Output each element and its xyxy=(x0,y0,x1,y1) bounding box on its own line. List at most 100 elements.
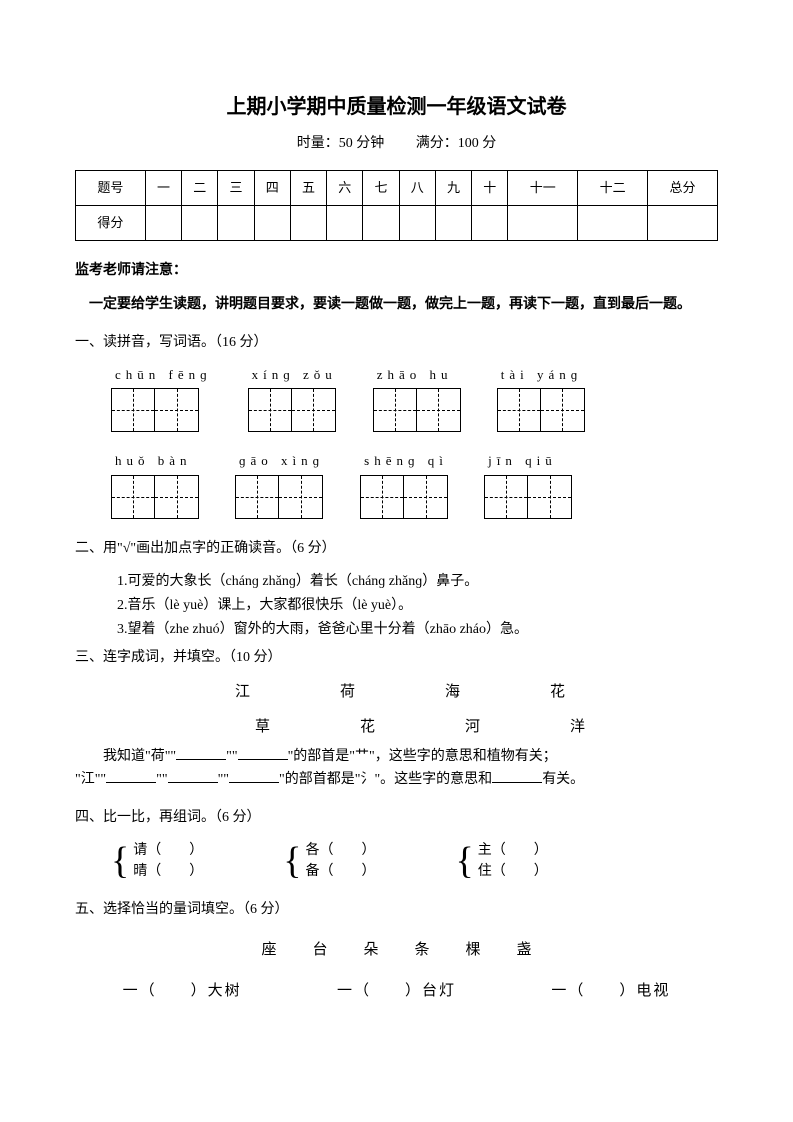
word: 荷 xyxy=(340,680,355,706)
pinyin-block: shēnɡ qì xyxy=(360,450,448,518)
pinyin: tài yánɡ xyxy=(497,364,583,386)
td[interactable] xyxy=(327,205,363,240)
pair-group: { 请（ ） 晴（ ） xyxy=(111,840,203,882)
pinyin-block: ɡāo xìnɡ xyxy=(235,450,324,518)
word: 江 xyxy=(235,680,250,706)
txt: "" xyxy=(218,772,229,787)
td[interactable] xyxy=(363,205,399,240)
blank[interactable] xyxy=(492,768,542,783)
tianzi-cell[interactable] xyxy=(155,388,199,432)
proctor-heading: 监考老师请注意： xyxy=(75,259,718,283)
word: 河 xyxy=(465,715,480,741)
tianzi-cell[interactable] xyxy=(235,475,279,519)
q3-row-bot: 草 花 河 洋 xyxy=(255,715,718,741)
q3-heading: 三、连字成词，并填空。（10 分） xyxy=(75,646,718,670)
blank[interactable] xyxy=(168,768,218,783)
td[interactable] xyxy=(472,205,508,240)
pinyin: chūn fēnɡ xyxy=(111,364,212,386)
brace-icon: { xyxy=(111,842,129,880)
th: 二 xyxy=(182,170,218,205)
word: 花 xyxy=(550,680,565,706)
td[interactable] xyxy=(254,205,290,240)
mw: 盏 xyxy=(517,938,532,964)
tianzi-cell[interactable] xyxy=(111,388,155,432)
td[interactable] xyxy=(145,205,181,240)
word: 花 xyxy=(360,715,375,741)
mw: 朵 xyxy=(363,938,378,964)
fill-item: 一（ ）大树 xyxy=(123,979,242,1005)
pair-group: { 主（ ） 住（ ） xyxy=(456,840,548,882)
tianzi-cell[interactable] xyxy=(279,475,323,519)
th: 题号 xyxy=(76,170,146,205)
q3-row-top: 江 荷 海 花 xyxy=(235,680,718,706)
tianzi-cell[interactable] xyxy=(373,388,417,432)
tianzi-cell[interactable] xyxy=(248,388,292,432)
pinyin-row-1: chūn fēnɡ xínɡ zǒu zhāo hu tài yánɡ xyxy=(111,364,718,432)
pinyin: xínɡ zǒu xyxy=(248,364,337,386)
pinyin: zhāo hu xyxy=(373,364,453,386)
td[interactable] xyxy=(648,205,718,240)
tianzi-cell[interactable] xyxy=(484,475,528,519)
pinyin-row-2: huǒ bàn ɡāo xìnɡ shēnɡ qì jīn qiū xyxy=(111,450,718,518)
blank[interactable] xyxy=(176,745,226,760)
txt: "的部首是"艹"，这些字的意思和植物有关； xyxy=(288,749,557,764)
tianzi-cell[interactable] xyxy=(528,475,572,519)
word: 洋 xyxy=(570,715,585,741)
fill-item: 一（ ）电视 xyxy=(551,979,670,1005)
tianzi-cell[interactable] xyxy=(404,475,448,519)
pinyin-block: jīn qiū xyxy=(484,450,572,518)
th: 三 xyxy=(218,170,254,205)
table-row: 题号 一 二 三 四 五 六 七 八 九 十 十一 十二 总分 xyxy=(76,170,718,205)
txt: 我知道"荷"" xyxy=(103,749,176,764)
td[interactable] xyxy=(578,205,648,240)
table-row: 得分 xyxy=(76,205,718,240)
pinyin: shēnɡ qì xyxy=(360,450,448,472)
blank[interactable] xyxy=(106,768,156,783)
tianzi-cell[interactable] xyxy=(155,475,199,519)
pinyin: huǒ bàn xyxy=(111,450,192,472)
tianzi-cell[interactable] xyxy=(292,388,336,432)
txt: "" xyxy=(226,749,237,764)
fill-row: 一（ ）大树 一（ ）台灯 一（ ）电视 xyxy=(75,979,718,1005)
th: 八 xyxy=(399,170,435,205)
tianzi-cell[interactable] xyxy=(541,388,585,432)
word-pair: 主（ ） xyxy=(478,840,548,861)
tianzi-cell[interactable] xyxy=(111,475,155,519)
pinyin-block: tài yánɡ xyxy=(497,364,585,432)
pinyin-block: zhāo hu xyxy=(373,364,461,432)
blank[interactable] xyxy=(238,745,288,760)
td[interactable] xyxy=(182,205,218,240)
word: 草 xyxy=(255,715,270,741)
subtitle: 时量：50 分钟 满分：100 分 xyxy=(75,132,718,156)
pinyin-block: xínɡ zǒu xyxy=(248,364,337,432)
td[interactable] xyxy=(218,205,254,240)
td[interactable] xyxy=(435,205,471,240)
th: 四 xyxy=(254,170,290,205)
th: 一 xyxy=(145,170,181,205)
q4-row: { 请（ ） 晴（ ） { 各（ ） 备（ ） { 主（ ） 住（ ） xyxy=(111,840,718,882)
txt: "的部首都是"氵"。这些字的意思和 xyxy=(279,772,492,787)
q5-heading: 五、选择恰当的量词填空。（6 分） xyxy=(75,898,718,922)
td[interactable] xyxy=(290,205,326,240)
word-pair: 住（ ） xyxy=(478,861,548,882)
brace-icon: { xyxy=(283,842,301,880)
word: 海 xyxy=(445,680,460,706)
mw: 台 xyxy=(312,938,327,964)
blank[interactable] xyxy=(229,768,279,783)
tianzi-cell[interactable] xyxy=(360,475,404,519)
tianzi-cell[interactable] xyxy=(417,388,461,432)
q2-heading: 二、用"√"画出加点字的正确读音。（6 分） xyxy=(75,537,718,561)
exam-page: 上期小学期中质量检测一年级语文试卷 时量：50 分钟 满分：100 分 题号 一… xyxy=(0,0,793,1122)
td[interactable] xyxy=(508,205,578,240)
th: 十一 xyxy=(508,170,578,205)
pinyin-block: huǒ bàn xyxy=(111,450,199,518)
th: 十 xyxy=(472,170,508,205)
q1-heading: 一、读拼音，写词语。（16 分） xyxy=(75,331,718,355)
td: 得分 xyxy=(76,205,146,240)
th: 总分 xyxy=(648,170,718,205)
th: 七 xyxy=(363,170,399,205)
tianzi-cell[interactable] xyxy=(497,388,541,432)
q4-heading: 四、比一比，再组词。（6 分） xyxy=(75,806,718,830)
td[interactable] xyxy=(399,205,435,240)
q2-line2: 2.音乐（lè yuè）课上，大家都很快乐（lè yuè）。 xyxy=(75,594,718,618)
